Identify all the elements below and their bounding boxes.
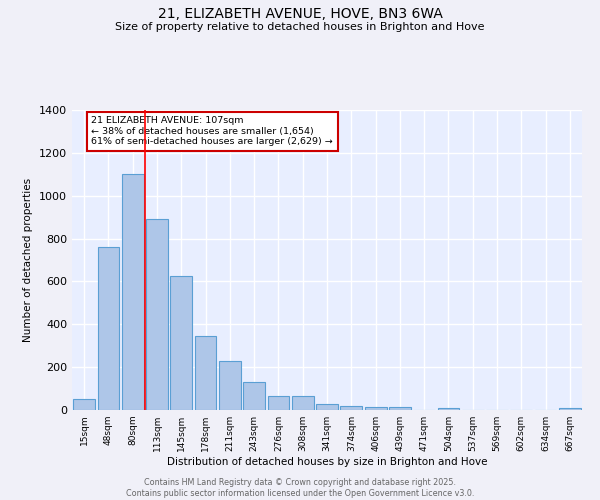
Bar <box>122 174 143 410</box>
Bar <box>268 396 289 410</box>
Text: 21, ELIZABETH AVENUE, HOVE, BN3 6WA: 21, ELIZABETH AVENUE, HOVE, BN3 6WA <box>158 8 442 22</box>
X-axis label: Distribution of detached houses by size in Brighton and Hove: Distribution of detached houses by size … <box>167 457 487 467</box>
Bar <box>389 407 411 410</box>
Bar <box>437 408 460 410</box>
Bar <box>219 361 241 410</box>
Bar <box>292 396 314 410</box>
Text: Contains HM Land Registry data © Crown copyright and database right 2025.
Contai: Contains HM Land Registry data © Crown c… <box>126 478 474 498</box>
Bar <box>170 276 192 410</box>
Bar <box>73 400 95 410</box>
Bar <box>146 220 168 410</box>
Text: 21 ELIZABETH AVENUE: 107sqm
← 38% of detached houses are smaller (1,654)
61% of : 21 ELIZABETH AVENUE: 107sqm ← 38% of det… <box>91 116 333 146</box>
Bar <box>340 406 362 410</box>
Bar <box>97 247 119 410</box>
Bar <box>365 406 386 410</box>
Bar <box>243 382 265 410</box>
Bar <box>194 336 217 410</box>
Y-axis label: Number of detached properties: Number of detached properties <box>23 178 34 342</box>
Bar <box>316 404 338 410</box>
Text: Size of property relative to detached houses in Brighton and Hove: Size of property relative to detached ho… <box>115 22 485 32</box>
Bar <box>559 408 581 410</box>
